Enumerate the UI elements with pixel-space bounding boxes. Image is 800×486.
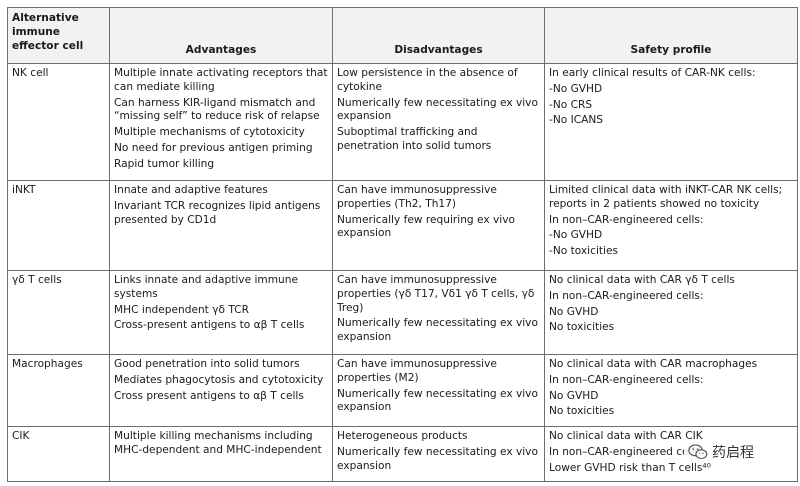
list-item: Cross-present antigens to αβ T cells: [114, 319, 305, 332]
table-row: iNKT Innate and adaptive features Invari…: [7, 180, 798, 271]
list-item: In non–CAR-engineered cells: [549, 445, 700, 458]
list-item: No clinical data with CAR macrophages: [549, 358, 758, 370]
safety-cell: Limited clinical data with iNKT-CAR NK c…: [544, 180, 798, 271]
advantages-cell: Good penetration into solid tumors Media…: [109, 354, 333, 427]
list-item: Cross present antigens to αβ T cells: [114, 389, 304, 402]
list-item: No GVHD: [549, 305, 599, 318]
advantages-cell: Multiple killing mechanisms including MH…: [109, 426, 333, 482]
list-item: Numerically few necessitating ex vivo ex…: [337, 317, 538, 344]
list-item: Lower GVHD risk than T cells⁴⁰: [549, 461, 711, 474]
cell-type: iNKT: [7, 180, 110, 271]
list-item: Numerically few necessitating ex vivo ex…: [337, 445, 538, 472]
header-safety-profile: Safety profile: [544, 7, 798, 64]
list-item: Can harness KIR-ligand mismatch and “mis…: [114, 96, 320, 123]
list-item: Heterogeneous products: [337, 430, 468, 442]
safety-cell: No clinical data with CAR macrophages In…: [544, 354, 798, 427]
list-item: -No ICANS: [549, 114, 604, 127]
safety-cell: In early clinical results of CAR-NK cell…: [544, 63, 798, 181]
disadvantages-cell: Low persistence in the absence of cytoki…: [332, 63, 545, 181]
list-item: Numerically few requiring ex vivo expans…: [337, 213, 515, 240]
list-item: Low persistence in the absence of cytoki…: [337, 67, 518, 93]
list-item: Multiple mechanisms of cytotoxicity: [114, 126, 305, 139]
disadvantages-cell: Can have immunosuppressive properties (T…: [332, 180, 545, 271]
list-item: Suboptimal trafficking and penetration i…: [337, 126, 492, 152]
list-item: No toxicities: [549, 321, 615, 334]
table-row: NK cell Multiple innate activating recep…: [7, 63, 798, 181]
list-item: No need for previous antigen priming: [114, 141, 313, 154]
list-item: In non–CAR-engineered cells:: [549, 289, 704, 302]
watermark: 药启程: [684, 441, 758, 463]
header-disadvantages: Disadvantages: [332, 7, 545, 64]
safety-cell: No clinical data with CAR γδ T cells In …: [544, 270, 798, 355]
list-item: In early clinical results of CAR-NK cell…: [549, 67, 756, 79]
list-item: No clinical data with CAR CIK: [549, 430, 703, 442]
advantages-cell: Multiple innate activating receptors tha…: [109, 63, 333, 181]
list-item: Multiple killing mechanisms including MH…: [114, 430, 322, 456]
list-item: In non–CAR-engineered cells:: [549, 373, 704, 386]
list-item: Rapid tumor killing: [114, 157, 215, 170]
safety-cell: No clinical data with CAR CIK In non–CAR…: [544, 426, 798, 482]
disadvantages-cell: Heterogeneous products Numerically few n…: [332, 426, 545, 482]
disadvantages-cell: Can have immunosuppressive properties (M…: [332, 354, 545, 427]
list-item: No toxicities: [549, 405, 615, 418]
header-cell-type: Alternative immune effector cell: [7, 7, 110, 64]
table-row: Macrophages Good penetration into solid …: [7, 354, 798, 427]
list-item: -No GVHD: [549, 229, 603, 242]
list-item: No clinical data with CAR γδ T cells: [549, 274, 735, 286]
disadvantages-cell: Can have immunosuppressive properties (γ…: [332, 270, 545, 355]
list-item: Links innate and adaptive immune systems: [114, 274, 298, 300]
immune-cell-comparison-table: Alternative immune effector cell Advanta…: [7, 7, 798, 482]
watermark-text: 药启程: [712, 445, 754, 461]
wechat-icon: [688, 444, 708, 459]
table-row: γδ T cells Links innate and adaptive imm…: [7, 270, 798, 355]
list-item: Invariant TCR recognizes lipid antigens …: [114, 199, 321, 226]
header-advantages: Advantages: [109, 7, 333, 64]
cell-type: NK cell: [7, 63, 110, 181]
list-item: Numerically few necessitating ex vivo ex…: [337, 387, 538, 414]
list-item: Can have immunosuppressive properties (γ…: [337, 274, 535, 314]
header-row: Alternative immune effector cell Advanta…: [7, 7, 798, 64]
cell-type: Macrophages: [7, 354, 110, 427]
cell-type: γδ T cells: [7, 270, 110, 355]
list-item: -No toxicities: [549, 245, 619, 258]
list-item: No GVHD: [549, 389, 599, 402]
list-item: -No GVHD: [549, 82, 603, 95]
advantages-cell: Innate and adaptive features Invariant T…: [109, 180, 333, 271]
list-item: MHC independent γδ TCR: [114, 303, 249, 316]
list-item: Numerically few necessitating ex vivo ex…: [337, 96, 538, 123]
list-item: Limited clinical data with iNKT-CAR NK c…: [549, 184, 783, 210]
list-item: Can have immunosuppressive properties (M…: [337, 358, 497, 384]
list-item: -No CRS: [549, 98, 593, 111]
table-row: CIK Multiple killing mechanisms includin…: [7, 426, 798, 482]
list-item: Can have immunosuppressive properties (T…: [337, 184, 497, 210]
list-item: Good penetration into solid tumors: [114, 358, 300, 370]
list-item: Mediates phagocytosis and cytotoxicity: [114, 373, 324, 386]
list-item: Multiple innate activating receptors tha…: [114, 67, 328, 93]
advantages-cell: Links innate and adaptive immune systems…: [109, 270, 333, 355]
list-item: In non–CAR-engineered cells:: [549, 213, 704, 226]
list-item: Innate and adaptive features: [114, 184, 268, 196]
cell-type: CIK: [7, 426, 110, 482]
